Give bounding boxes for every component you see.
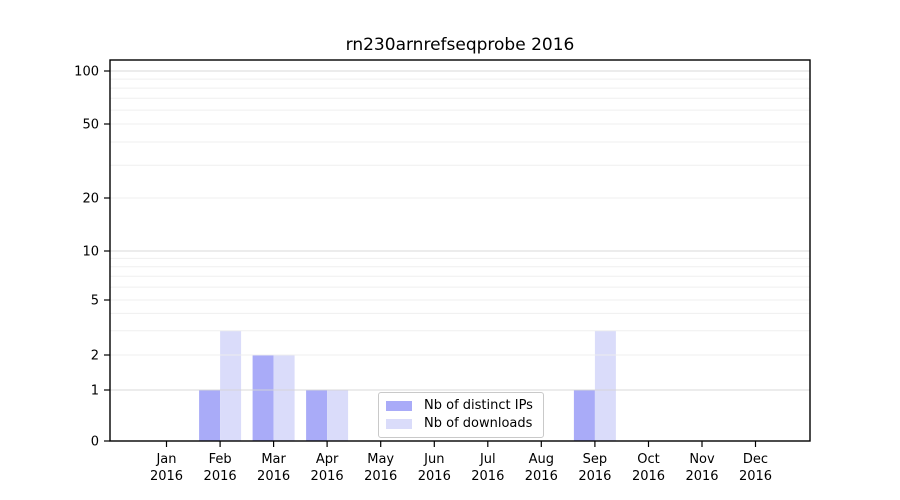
legend-swatch-distinct-ips-icon [386,401,412,411]
x-tick-label: Apr [316,452,339,467]
x-tick-label: Feb [209,452,232,467]
x-tick-label-year: 2016 [257,469,290,484]
x-tick-label: Aug [529,452,554,467]
x-tick-label-year: 2016 [578,469,611,484]
legend-swatch-downloads-icon [386,419,412,429]
y-tick-label: 20 [82,192,99,207]
x-tick-label-year: 2016 [525,469,558,484]
x-tick-label-year: 2016 [150,469,183,484]
bar [199,390,221,441]
y-tick-label: 100 [74,65,99,80]
bar [594,330,616,441]
x-tick-label: Jun [423,452,444,467]
x-tick-label: Sep [583,452,608,467]
x-tick-label-year: 2016 [418,469,451,484]
x-tick-label-year: 2016 [311,469,344,484]
y-tick-label: 1 [91,384,99,399]
x-tick-label: Jul [479,452,496,467]
bar [327,390,349,441]
x-tick-label-year: 2016 [632,469,665,484]
legend-item-downloads: Nb of downloads [386,416,535,432]
x-tick-label-year: 2016 [471,469,504,484]
x-tick-label: Dec [743,452,768,467]
legend: Nb of distinct IPs Nb of downloads [378,392,544,438]
y-tick-label: 5 [91,294,99,309]
bar [252,355,274,441]
x-tick-label-year: 2016 [739,469,772,484]
x-tick-label-year: 2016 [685,469,718,484]
bar [306,390,328,441]
legend-item-distinct-ips: Nb of distinct IPs [386,398,535,414]
chart-title: rn230arnrefseqprobe 2016 [345,35,575,55]
y-tick-label: 0 [91,435,99,450]
legend-label-downloads: Nb of downloads [424,416,533,431]
x-tick-label: Mar [261,452,286,467]
y-tick-label: 10 [82,245,99,260]
y-tick-label: 2 [91,349,99,364]
bar [273,355,295,441]
x-tick-label-year: 2016 [364,469,397,484]
x-tick-label: Nov [689,452,715,467]
x-tick-label: Oct [637,452,659,467]
bar [573,390,595,441]
x-tick-label-year: 2016 [204,469,237,484]
y-tick-label: 50 [82,118,99,133]
x-tick-label: Jan [155,452,176,467]
bar [220,330,242,441]
legend-label-distinct-ips: Nb of distinct IPs [424,398,533,413]
x-tick-label: May [367,452,394,467]
